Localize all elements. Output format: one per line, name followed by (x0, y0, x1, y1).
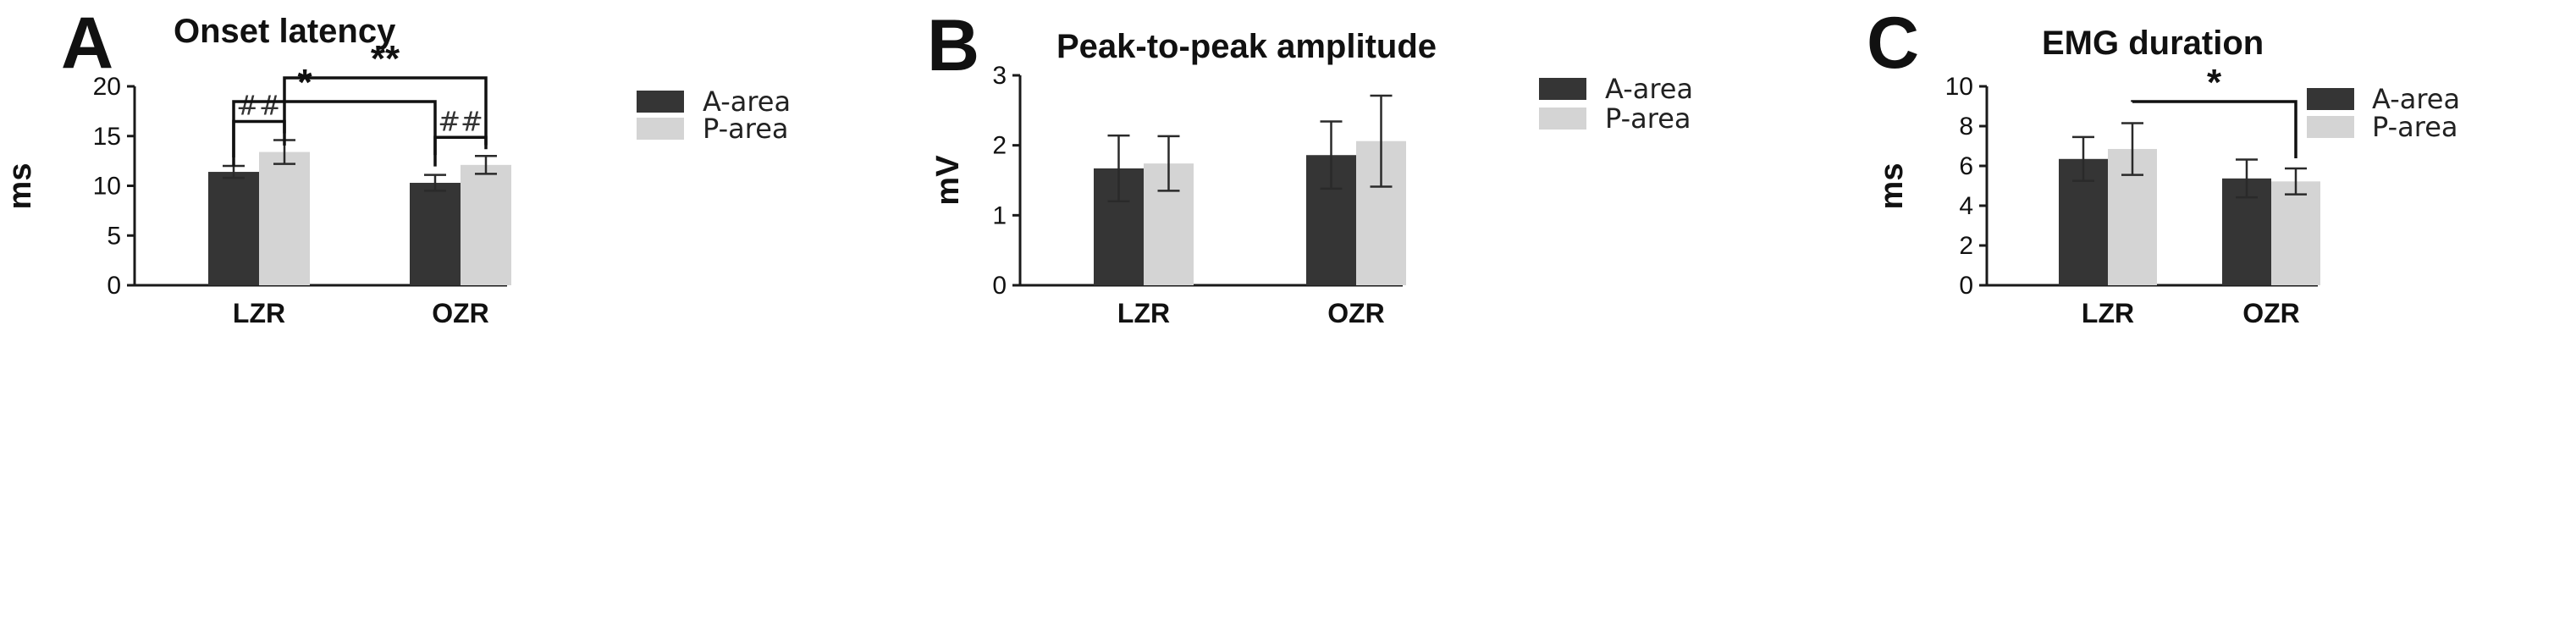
x-tick-label: LZR (2082, 298, 2134, 328)
x-tick-label: OZR (432, 298, 489, 328)
y-tick-label: 15 (93, 123, 121, 151)
significance-label: ## (236, 89, 282, 121)
bar-a-area-lzr (208, 172, 259, 285)
legend-label: A-area (1605, 73, 1693, 105)
significance-bracket (232, 100, 437, 167)
chart-title: EMG duration (2042, 25, 2264, 62)
y-tick-label: 8 (1959, 113, 1973, 141)
legend-label: P-area (703, 113, 789, 145)
y-tick-label: 5 (107, 222, 121, 250)
y-tick-label: 4 (1959, 192, 1973, 220)
chart-title: Onset latency (174, 13, 396, 50)
legend-swatch-a-area (637, 91, 684, 113)
legend-swatch-a-area (2307, 88, 2354, 110)
legend-swatch-p-area (2307, 116, 2354, 138)
panel-b: B Peak-to-peak amplitude mV 0 1 2 3 LZR OZR A-are… (927, 5, 1693, 328)
y-tick-label: 10 (1945, 73, 1973, 101)
bar-p-area-lzr (259, 152, 310, 285)
legend-label: A-area (703, 85, 791, 118)
y-tick-label: 6 (1959, 152, 1973, 180)
significance-label: ** (371, 38, 400, 80)
significance-bracket (433, 135, 488, 167)
significance-bracket (283, 76, 488, 146)
y-axis-label: ms (1874, 163, 1910, 210)
legend-swatch-a-area (1539, 78, 1586, 100)
y-tick-label: 1 (992, 201, 1007, 229)
significance-bracket (2131, 100, 2297, 159)
y-tick-label: 0 (107, 272, 121, 300)
y-tick-label: 10 (93, 173, 121, 201)
x-tick-label: LZR (1117, 298, 1170, 328)
x-tick-label: LZR (233, 298, 285, 328)
bar-p-area-ozr (461, 164, 511, 285)
y-axis-label: ms (3, 163, 38, 210)
y-tick-label: 0 (1959, 272, 1973, 300)
panel-letter: A (61, 3, 113, 84)
panel-letter: B (927, 5, 979, 86)
significance-label: * (297, 62, 312, 103)
significance-label: ## (438, 105, 483, 137)
y-tick-label: 3 (992, 62, 1007, 90)
bar-a-area-ozr (410, 182, 461, 285)
x-tick-label: OZR (1327, 298, 1385, 328)
legend-swatch-p-area (1539, 108, 1586, 130)
y-axis-label: mV (930, 155, 966, 206)
y-tick-label: 0 (992, 272, 1007, 300)
panel-letter: C (1867, 3, 1919, 84)
panel-c: C EMG duration ms 0 2 4 6 8 10 LZR OZR * A-areaP-are… (1867, 3, 2460, 328)
chart-title: Peak-to-peak amplitude (1056, 28, 1437, 65)
legend-swatch-p-area (637, 118, 684, 140)
y-tick-label: 2 (1959, 232, 1973, 260)
x-tick-label: OZR (2242, 298, 2300, 328)
legend-label: P-area (1605, 102, 1691, 135)
y-tick-label: 20 (93, 73, 121, 101)
bar-p-area-ozr (2271, 181, 2320, 285)
significance-label: * (2207, 62, 2222, 103)
legend-label: A-area (2372, 83, 2460, 115)
legend-label: P-area (2372, 111, 2458, 143)
y-tick-label: 2 (992, 132, 1007, 160)
